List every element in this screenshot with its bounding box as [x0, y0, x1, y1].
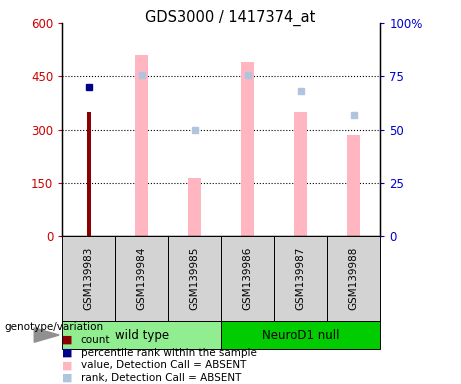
Text: NeuroD1 null: NeuroD1 null [262, 329, 340, 341]
Text: genotype/variation: genotype/variation [5, 321, 104, 332]
Text: value, Detection Call = ABSENT: value, Detection Call = ABSENT [81, 360, 246, 370]
Text: GSM139988: GSM139988 [349, 247, 359, 310]
Bar [135, 55, 148, 236]
Bar [87, 112, 91, 236]
Bar [221, 236, 274, 321]
Bar [327, 236, 380, 321]
Text: GDS3000 / 1417374_at: GDS3000 / 1417374_at [145, 10, 316, 26]
Bar [294, 112, 307, 236]
Text: ■: ■ [62, 373, 73, 383]
Text: GSM139986: GSM139986 [243, 247, 253, 310]
Text: GSM139984: GSM139984 [137, 247, 147, 310]
Text: wild type: wild type [115, 329, 169, 341]
Text: rank, Detection Call = ABSENT: rank, Detection Call = ABSENT [81, 373, 241, 383]
Bar [241, 62, 254, 236]
Text: ■: ■ [62, 348, 73, 358]
Polygon shape [34, 328, 59, 342]
Bar [62, 236, 115, 321]
Text: ■: ■ [62, 360, 73, 370]
Bar [188, 177, 201, 236]
Text: ■: ■ [62, 335, 73, 345]
Bar [221, 321, 380, 349]
Text: GSM139987: GSM139987 [296, 247, 306, 310]
Text: count: count [81, 335, 110, 345]
Bar [168, 236, 221, 321]
Text: percentile rank within the sample: percentile rank within the sample [81, 348, 257, 358]
Text: GSM139985: GSM139985 [190, 247, 200, 310]
Bar [62, 321, 221, 349]
Bar [274, 236, 327, 321]
Bar [115, 236, 168, 321]
Bar [347, 135, 361, 236]
Text: GSM139983: GSM139983 [84, 247, 94, 310]
